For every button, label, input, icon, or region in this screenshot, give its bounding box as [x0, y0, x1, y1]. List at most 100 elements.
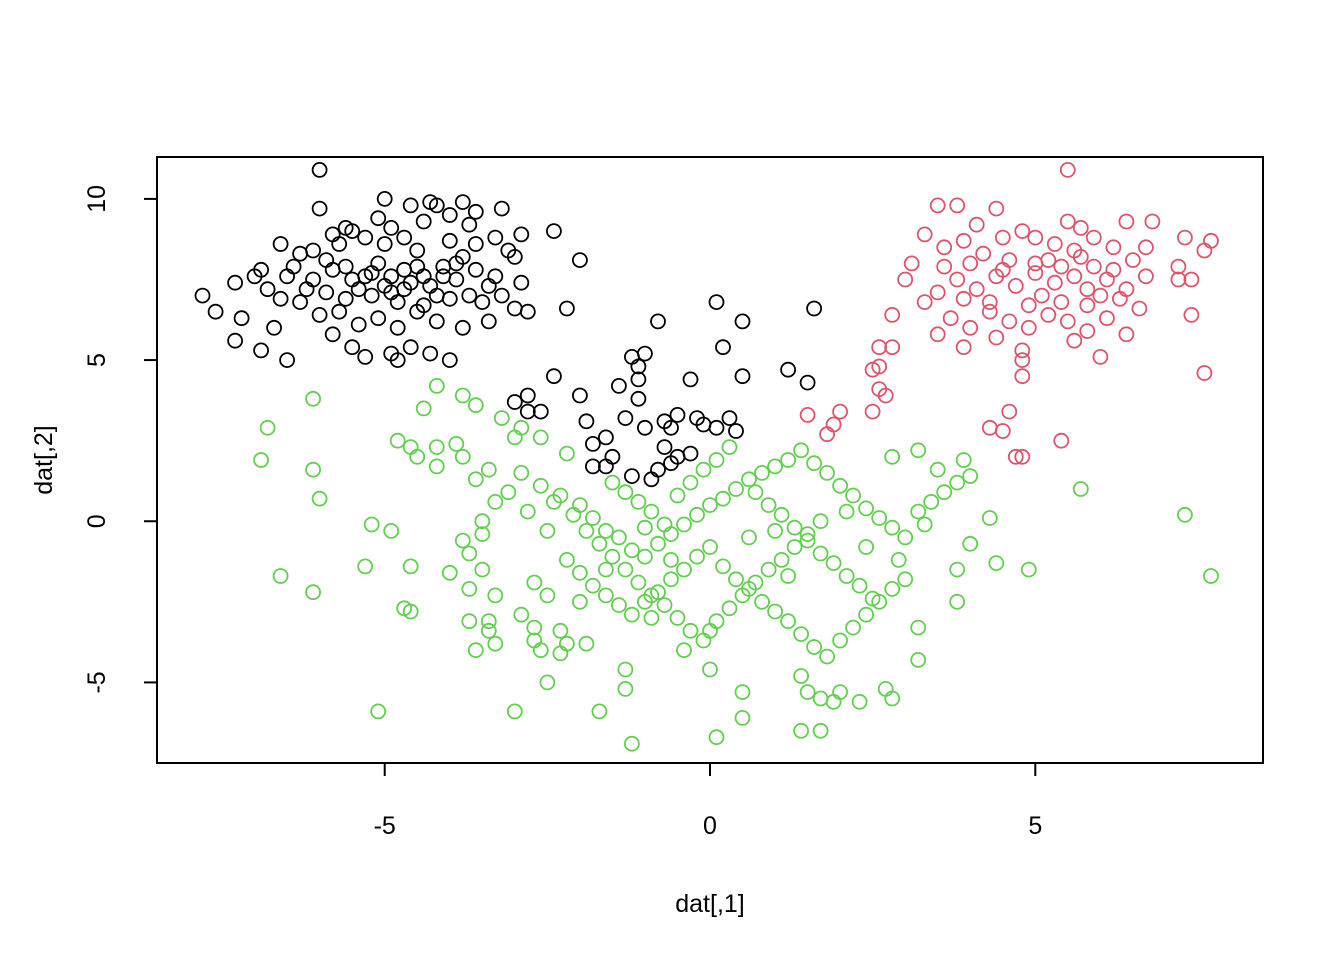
data-point: [428, 287, 445, 304]
data-point: [604, 548, 621, 565]
data-point: [311, 490, 328, 507]
data-point: [337, 258, 354, 275]
data-point: [253, 452, 270, 468]
data-point: [851, 693, 868, 710]
data-point: [1020, 319, 1037, 336]
data-point: [428, 377, 445, 394]
data-point: [539, 523, 556, 539]
data-point: [500, 484, 517, 501]
data-point: [715, 339, 731, 356]
data-point: [884, 581, 901, 597]
data-point: [1072, 219, 1089, 236]
data-point: [1014, 342, 1031, 359]
data-point: [1196, 242, 1213, 259]
data-point: [793, 722, 809, 739]
data-point: [955, 232, 972, 249]
data-point: [402, 339, 419, 356]
data-point: [467, 642, 484, 659]
data-point: [656, 597, 673, 613]
data-point: [617, 484, 634, 501]
data-point: [305, 390, 322, 407]
data-point: [389, 352, 406, 369]
data-point: [292, 245, 309, 262]
data-point: [402, 197, 419, 214]
data-point: [656, 439, 673, 456]
data-point: [389, 294, 406, 311]
data-point: [227, 332, 244, 349]
data-point: [747, 484, 764, 501]
data-point: [962, 255, 979, 272]
data-point: [819, 464, 835, 481]
data-point: [461, 545, 478, 562]
data-point: [441, 207, 458, 223]
data-point: [630, 371, 647, 388]
data-point: [669, 487, 686, 504]
data-point: [324, 226, 341, 243]
data-point: [480, 461, 497, 478]
data-point: [259, 281, 276, 298]
data-point: [233, 310, 250, 327]
data-point: [767, 523, 783, 539]
data-point: [760, 497, 777, 514]
data-point: [1079, 323, 1096, 340]
data-point: [415, 268, 432, 285]
data-point: [448, 271, 465, 288]
data-point: [1001, 403, 1018, 420]
data-point: [559, 552, 575, 568]
data-point: [519, 403, 536, 420]
data-point: [1138, 239, 1154, 256]
data-point: [845, 619, 861, 636]
data-point: [728, 481, 744, 497]
data-point: [344, 339, 361, 356]
data-point: [962, 319, 979, 336]
data-point: [975, 245, 992, 262]
data-point: [461, 287, 478, 304]
data-point: [832, 403, 848, 420]
data-point: [532, 477, 549, 494]
data-point: [396, 600, 413, 617]
data-point: [480, 277, 497, 294]
data-point: [363, 287, 380, 304]
data-point: [552, 622, 569, 639]
data-point: [708, 294, 725, 311]
data-point: [585, 435, 601, 452]
data-point: [936, 484, 953, 501]
data-point: [916, 226, 933, 243]
data-point: [428, 439, 445, 456]
data-point: [279, 352, 296, 369]
data-point: [643, 587, 660, 604]
data-point: [1177, 506, 1193, 523]
data-points: [194, 161, 1219, 752]
data-point: [949, 197, 966, 214]
data-point: [825, 693, 842, 710]
data-point: [1059, 161, 1076, 178]
data-point: [793, 668, 809, 684]
data-point: [506, 703, 523, 720]
data-point: [825, 416, 842, 433]
data-point: [324, 326, 341, 343]
data-point: [773, 506, 790, 523]
data-point: [728, 571, 744, 588]
data-point: [441, 232, 458, 249]
data-point: [734, 684, 751, 700]
data-point: [728, 423, 744, 439]
data-point: [630, 574, 647, 591]
x-axis: -5 0 5: [374, 762, 1042, 840]
data-point: [448, 255, 465, 272]
data-point: [819, 426, 835, 443]
data-point: [910, 503, 927, 520]
data-point: [396, 281, 413, 298]
data-point: [611, 597, 627, 613]
data-point: [487, 493, 504, 510]
data-point: [630, 493, 647, 510]
data-point: [441, 564, 458, 581]
data-point: [370, 255, 387, 272]
data-point: [227, 274, 244, 291]
data-point: [305, 461, 322, 478]
data-point: [780, 568, 796, 584]
data-point: [702, 539, 718, 555]
data-point: [1020, 561, 1037, 578]
data-point: [962, 535, 979, 552]
data-point: [890, 552, 907, 568]
data-point: [1079, 297, 1096, 314]
